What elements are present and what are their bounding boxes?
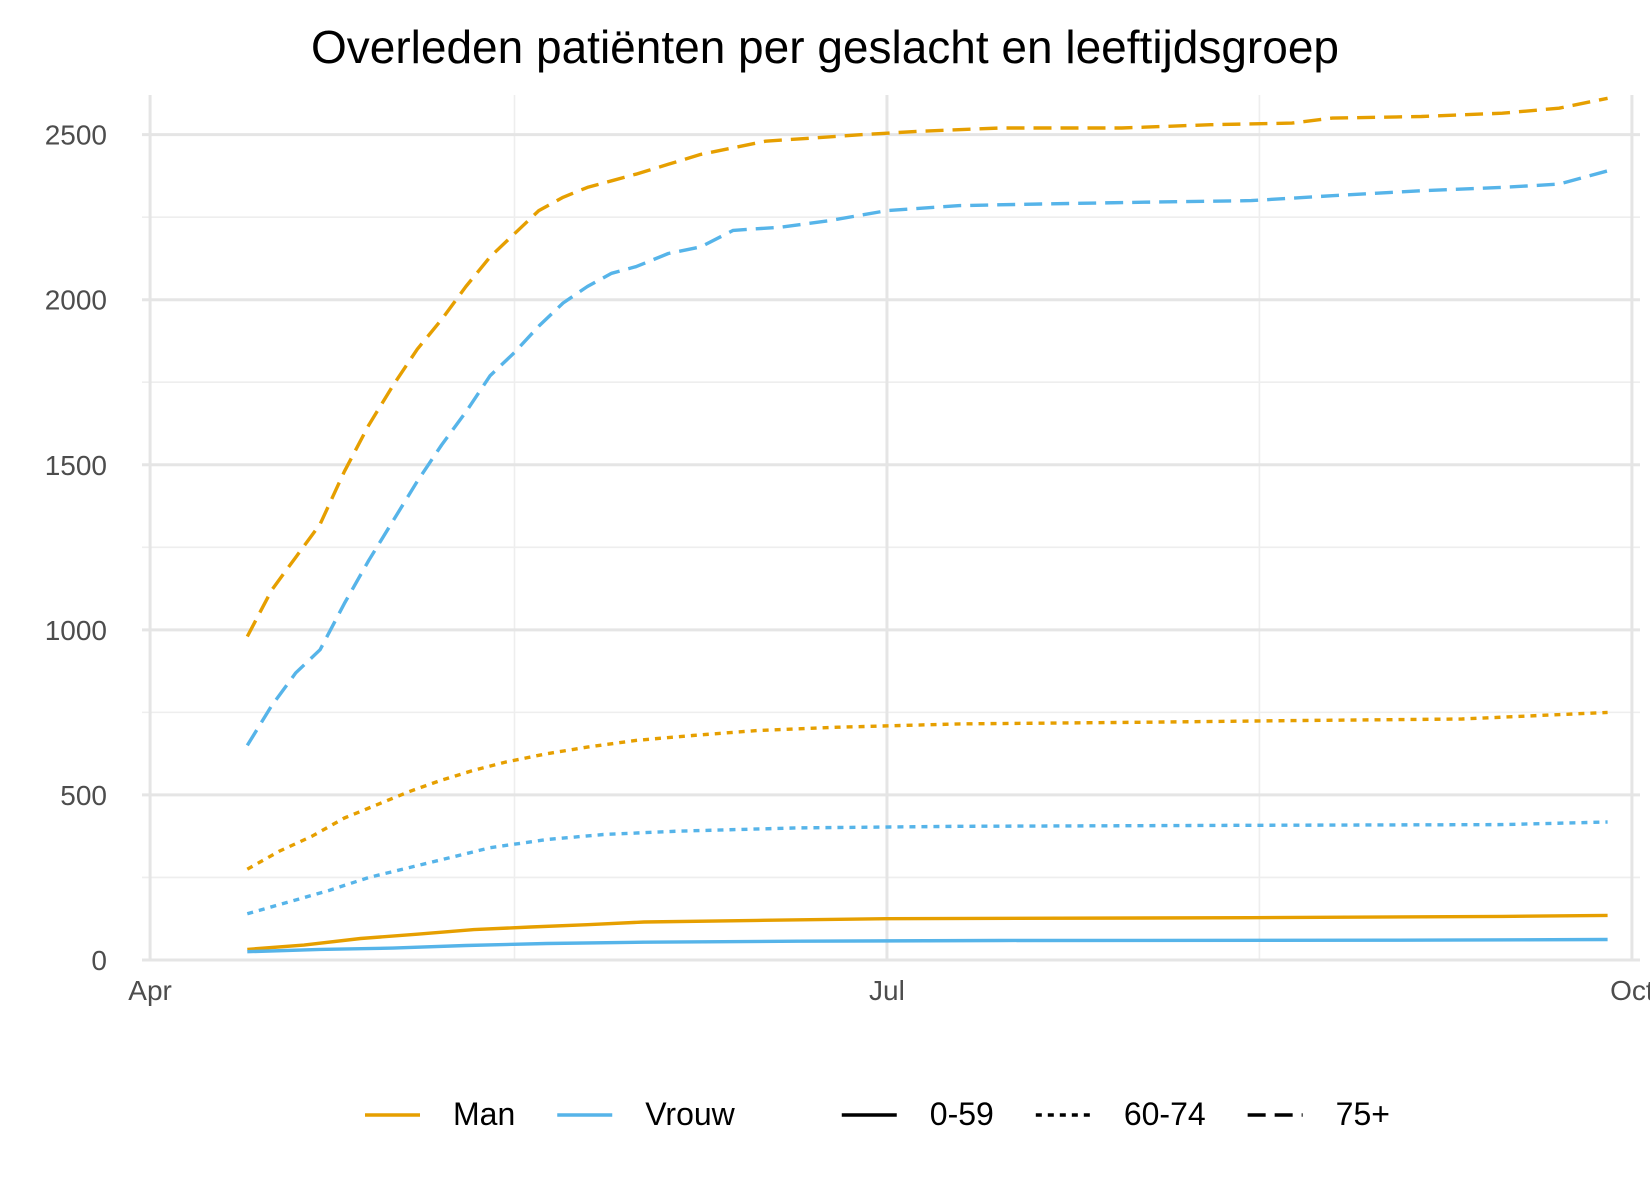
- legend-label: 75+: [1336, 1096, 1390, 1132]
- y-tick-label: 0: [91, 945, 107, 976]
- legend-label: 0-59: [930, 1096, 994, 1132]
- y-tick-label: 1000: [45, 615, 107, 646]
- axes: 0 500 1000 1500 2000 2500 Apr Jul Oct: [45, 120, 1650, 1006]
- grid: [142, 95, 1640, 962]
- legend-label: 60-74: [1124, 1096, 1206, 1132]
- series-line-vrouw-0-59: [247, 937, 1608, 954]
- y-tick-label: 2000: [45, 285, 107, 316]
- series-line-man-60-74: [246, 710, 1608, 871]
- series-line-man-0-59: [247, 913, 1608, 952]
- y-tick-label: 500: [60, 780, 107, 811]
- legend: Man Vrouw 0-59 60-74 75+: [365, 1096, 1390, 1132]
- series-line-vrouw-60-74: [246, 820, 1608, 916]
- series-line-vrouw-75plus: [245, 169, 1609, 747]
- y-tick-label: 2500: [45, 120, 107, 151]
- x-tick-label: Jul: [869, 975, 905, 1006]
- x-tick-label: Oct: [1610, 975, 1650, 1006]
- data-lines: [245, 96, 1609, 954]
- chart-title: Overleden patiënten per geslacht en leef…: [311, 21, 1339, 73]
- y-tick-label: 1500: [45, 450, 107, 481]
- legend-label: Man: [453, 1096, 515, 1132]
- legend-label: Vrouw: [645, 1096, 735, 1132]
- x-tick-label: Apr: [128, 975, 172, 1006]
- series-line-man-75plus: [245, 96, 1608, 638]
